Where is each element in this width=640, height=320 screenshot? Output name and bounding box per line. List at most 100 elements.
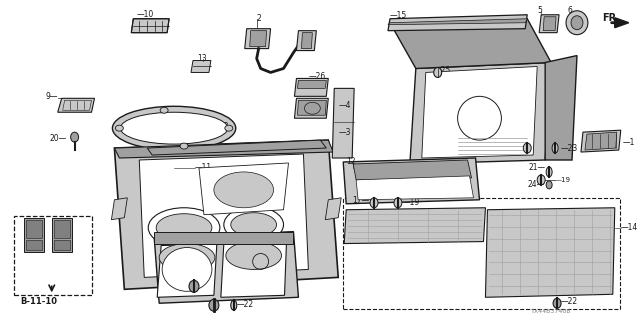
Polygon shape	[115, 140, 338, 289]
Ellipse shape	[546, 167, 552, 177]
Polygon shape	[410, 62, 551, 164]
Ellipse shape	[120, 112, 228, 144]
Text: —19: —19	[403, 198, 420, 207]
Text: 24—: 24—	[528, 180, 545, 189]
Ellipse shape	[180, 143, 188, 149]
Polygon shape	[147, 140, 326, 155]
Polygon shape	[191, 60, 211, 72]
Polygon shape	[58, 98, 95, 112]
Polygon shape	[615, 18, 628, 28]
Text: 6: 6	[567, 6, 572, 15]
Polygon shape	[294, 98, 328, 118]
Polygon shape	[298, 80, 326, 88]
Ellipse shape	[434, 68, 442, 77]
Polygon shape	[140, 154, 308, 277]
Text: —1: —1	[623, 138, 635, 147]
Ellipse shape	[537, 175, 545, 185]
Text: 21—: 21—	[528, 164, 545, 172]
Ellipse shape	[225, 125, 233, 131]
Polygon shape	[353, 160, 472, 180]
Polygon shape	[54, 220, 70, 237]
Ellipse shape	[524, 143, 531, 153]
Polygon shape	[545, 56, 577, 160]
Text: —26: —26	[308, 72, 326, 81]
Ellipse shape	[231, 300, 237, 310]
Polygon shape	[250, 31, 267, 47]
Polygon shape	[221, 242, 287, 297]
Ellipse shape	[160, 107, 168, 113]
Polygon shape	[539, 15, 559, 33]
Text: 17—: 17—	[352, 196, 369, 205]
Polygon shape	[390, 19, 551, 68]
Ellipse shape	[148, 208, 220, 248]
Polygon shape	[486, 208, 615, 297]
Text: B-11-10: B-11-10	[20, 297, 57, 306]
Polygon shape	[325, 198, 341, 220]
Text: —10: —10	[136, 10, 154, 19]
Polygon shape	[244, 29, 271, 49]
Ellipse shape	[552, 143, 558, 153]
Polygon shape	[154, 232, 298, 303]
Ellipse shape	[156, 214, 212, 242]
Polygon shape	[344, 208, 486, 244]
Ellipse shape	[209, 299, 219, 311]
Polygon shape	[356, 176, 474, 200]
Text: —23: —23	[561, 144, 579, 153]
Polygon shape	[422, 67, 537, 158]
Bar	[14, 216, 92, 295]
Polygon shape	[388, 15, 527, 31]
Text: 9—: 9—	[45, 92, 58, 101]
Text: 12: 12	[346, 157, 356, 166]
Ellipse shape	[224, 207, 284, 243]
Text: —15: —15	[390, 11, 407, 20]
Polygon shape	[298, 100, 326, 115]
Ellipse shape	[394, 198, 402, 208]
Polygon shape	[131, 19, 169, 33]
Polygon shape	[115, 140, 333, 158]
Bar	[343, 198, 620, 309]
Polygon shape	[111, 198, 127, 220]
Text: FR.: FR.	[602, 13, 620, 23]
Text: TX44B3740B: TX44B3740B	[531, 309, 572, 314]
Text: —22: —22	[561, 297, 578, 306]
Polygon shape	[543, 17, 556, 31]
Text: 20—: 20—	[49, 134, 67, 143]
Text: —19: —19	[555, 177, 571, 183]
Ellipse shape	[115, 125, 124, 131]
Text: 18: 18	[512, 140, 521, 148]
Polygon shape	[26, 220, 42, 237]
Ellipse shape	[113, 106, 236, 150]
Polygon shape	[199, 163, 289, 215]
Ellipse shape	[214, 172, 273, 208]
Text: —4: —4	[338, 101, 351, 110]
Ellipse shape	[162, 248, 212, 291]
Polygon shape	[294, 78, 328, 96]
Ellipse shape	[231, 213, 276, 236]
Ellipse shape	[159, 244, 215, 271]
Text: 2: 2	[257, 14, 261, 23]
Polygon shape	[296, 31, 316, 51]
Polygon shape	[332, 88, 354, 158]
Ellipse shape	[70, 132, 79, 142]
Ellipse shape	[546, 181, 552, 189]
Polygon shape	[157, 244, 217, 297]
Ellipse shape	[566, 11, 588, 35]
Ellipse shape	[370, 198, 378, 208]
Polygon shape	[585, 132, 617, 150]
Polygon shape	[581, 130, 621, 152]
Polygon shape	[54, 240, 70, 250]
Text: —7: —7	[199, 247, 211, 256]
Text: —27: —27	[308, 99, 326, 108]
Text: —11: —11	[195, 164, 212, 172]
Text: —22: —22	[237, 300, 254, 309]
Ellipse shape	[571, 16, 583, 30]
Polygon shape	[388, 19, 527, 25]
Polygon shape	[52, 218, 72, 252]
Polygon shape	[154, 232, 294, 244]
Ellipse shape	[553, 298, 561, 308]
Ellipse shape	[189, 280, 199, 292]
Polygon shape	[301, 33, 312, 49]
Text: —8: —8	[217, 122, 229, 131]
Text: —14: —14	[621, 223, 638, 232]
Polygon shape	[24, 218, 44, 252]
